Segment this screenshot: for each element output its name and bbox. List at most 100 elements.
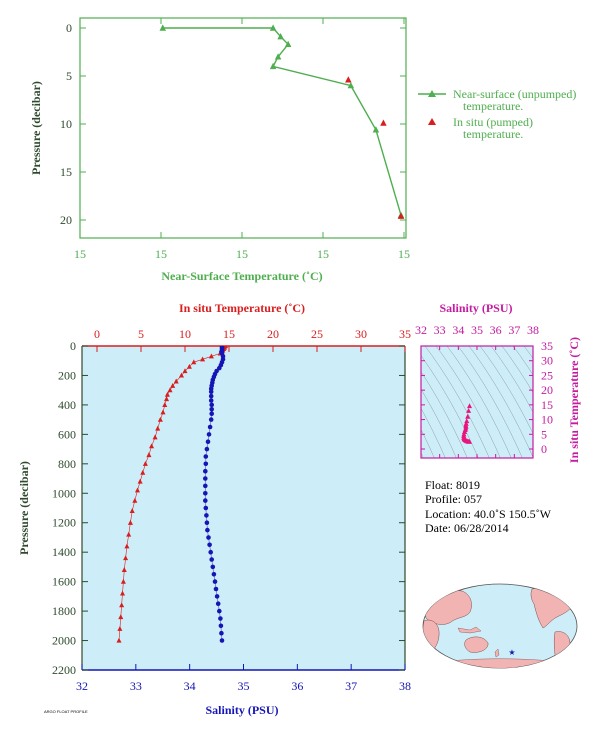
near-surface-panel: 0 5 10 15 20 15 15 15 15 15 Near-Surface Temperat…: [29, 17, 410, 283]
temperature-point: [117, 625, 123, 631]
pressure-tick-label: 1600: [52, 575, 76, 589]
temperature-point: [164, 391, 170, 397]
salinity-point: [203, 476, 208, 481]
near-surface-x-tick-label: 15: [398, 247, 410, 261]
temperature-tick-label: 20: [267, 327, 279, 341]
ts-point: [465, 413, 471, 419]
salinity-point: [208, 417, 214, 422]
salinity-point: [218, 623, 224, 629]
salinity-point: [219, 630, 224, 636]
near-surface-x-tick-label: 15: [236, 247, 248, 261]
temperature-tick-label: 5: [138, 327, 144, 341]
ts-density-contour: [457, 346, 523, 458]
temperature-point: [142, 461, 148, 466]
pressure-tick-label: 1000: [52, 486, 76, 500]
salinity-point: [208, 393, 214, 399]
salinity-point: [204, 513, 209, 518]
near-surface-temperature-point: [159, 24, 166, 31]
ts-temperature-tick-label: 20: [541, 383, 553, 397]
salinity-tick-label: 36: [291, 679, 303, 693]
salinity-point: [208, 549, 213, 555]
near-surface-temperature-point: [277, 33, 284, 40]
salinity-point: [211, 572, 217, 577]
float-location: Location: 40.0˚S 150.5˚W: [425, 507, 552, 521]
map-south-america: [553, 631, 571, 667]
pressure-tick-label: 1800: [52, 604, 76, 618]
profile-plot-background: [82, 346, 405, 670]
pressure-tick-label: 2200: [52, 663, 76, 677]
temperature-profile-line: [118, 346, 226, 641]
temperature-point: [129, 508, 135, 514]
salinity-point: [205, 527, 210, 533]
ts-density-contours: [421, 346, 533, 458]
pressure-tick-label: 200: [58, 368, 76, 382]
temperature-point: [119, 602, 125, 608]
temperature-point: [120, 590, 126, 596]
salinity-point: [203, 454, 209, 459]
salinity-tick-label: 32: [76, 679, 88, 693]
in-situ-temperature-point: [397, 212, 405, 219]
ts-point: [466, 407, 472, 413]
pressure-tick-label: 1200: [52, 516, 76, 530]
pressure-tick-label: 0: [70, 339, 76, 353]
salinity-point: [219, 638, 225, 643]
ts-point: [461, 429, 468, 435]
salinity-tick-label: 37: [345, 679, 357, 693]
ts-salinity-tick-label: 34: [452, 323, 464, 337]
ts-y-axis-label: In situ Temperature (˚C): [567, 337, 581, 463]
legend-marker-in-situ: [428, 118, 436, 125]
salinity-tick-label: 34: [184, 679, 196, 693]
temperature-point: [162, 402, 168, 408]
temperature-point: [167, 387, 173, 393]
near-surface-plot-frame: [79, 17, 407, 239]
salinity-point: [203, 461, 209, 467]
temperature-point: [123, 555, 129, 561]
ts-density-contour: [421, 407, 446, 458]
profile-panel: 0200400600800100012001400160018002000220…: [17, 301, 411, 717]
near-surface-series: [159, 24, 405, 219]
ts-salinity-tick-label: 33: [434, 323, 446, 337]
salinity-point: [208, 398, 214, 403]
salinity-tick-label: 35: [238, 679, 250, 693]
legend-label-in-situ-1: In situ (pumped): [453, 115, 533, 129]
profile-date: Date: 06/28/2014: [425, 521, 509, 535]
ts-temperature-tick-label: 5: [541, 427, 547, 441]
temperature-point: [121, 567, 127, 572]
legend-label-in-situ-2: temperature.: [463, 127, 523, 141]
temperature-point: [132, 497, 138, 503]
salinity-point: [206, 535, 211, 540]
temperature-point: [116, 637, 122, 643]
temperature-point: [120, 578, 126, 584]
temperature-point: [152, 434, 158, 440]
pressure-tick-label: 1400: [52, 545, 76, 559]
salinity-point: [212, 579, 218, 584]
ts-temperature-tick-label: 30: [541, 354, 553, 368]
temperature-point: [182, 368, 188, 374]
ts-temperature-tick-label: 0: [541, 442, 547, 456]
float-id: Float: 8019: [425, 478, 480, 492]
salinity-point: [203, 468, 208, 474]
ts-density-contour: [421, 371, 468, 458]
salinity-point: [206, 432, 212, 437]
salinity-point: [204, 446, 210, 452]
near-surface-y-tick-label: 0: [66, 21, 72, 35]
salinity-point: [207, 542, 212, 548]
ts-salinity-tick-label: 38: [527, 323, 539, 337]
salinity-point: [204, 520, 210, 525]
legend-label-near-surface-2: temperature.: [463, 99, 523, 113]
salinity-point: [203, 483, 208, 489]
salinity-point: [208, 389, 214, 395]
temperature-point: [173, 378, 179, 384]
near-surface-y-tick-label: 10: [60, 117, 72, 131]
legend-marker-near-surface: [428, 90, 436, 97]
temperature-tick-label: 35: [399, 327, 411, 341]
salinity-point: [209, 411, 214, 417]
in-situ-temperature-point: [380, 119, 387, 126]
ts-density-contour: [421, 428, 435, 458]
near-surface-x-tick-label: 15: [74, 247, 86, 261]
ts-density-contour: [421, 388, 457, 458]
salinity-point: [210, 564, 216, 570]
ts-temperature-tick-label: 15: [541, 398, 553, 412]
